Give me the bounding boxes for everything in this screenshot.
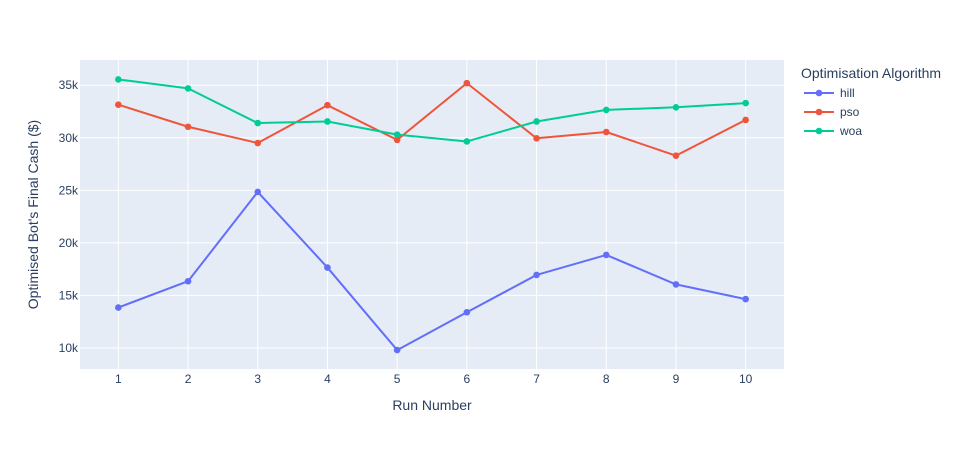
- legend-title: Optimisation Algorithm: [801, 65, 941, 81]
- data-point-pso[interactable]: [672, 152, 680, 159]
- data-point-pso[interactable]: [115, 101, 122, 108]
- series-line-woa: [118, 78, 746, 143]
- x-tick-labels: 1 2 3 4 5 6 7 8 9 10: [115, 372, 753, 386]
- data-point-woa[interactable]: [602, 106, 610, 114]
- x-tick-label: 9: [673, 372, 680, 386]
- data-point-woa[interactable]: [184, 85, 192, 92]
- data-point-hill[interactable]: [463, 308, 471, 316]
- data-point-woa[interactable]: [463, 138, 471, 145]
- x-tick-label: 10: [739, 372, 753, 386]
- data-point-hill[interactable]: [393, 346, 401, 354]
- data-point-pso[interactable]: [393, 136, 401, 144]
- series-pso: [115, 79, 749, 159]
- data-point-pso[interactable]: [742, 116, 749, 124]
- y-tick-label: 20k: [59, 236, 79, 250]
- legend-item-woa[interactable]: woa: [804, 124, 862, 138]
- data-point-pso[interactable]: [254, 139, 262, 147]
- series-hill: [115, 188, 749, 354]
- data-point-pso[interactable]: [184, 123, 192, 131]
- data-point-hill[interactable]: [184, 277, 192, 285]
- y-tick-labels: 10k 15k 20k 25k 30k 35k: [59, 78, 79, 355]
- legend-marker-swatch: [815, 89, 823, 97]
- legend-label: woa: [839, 124, 862, 138]
- legend-marker-swatch: [815, 108, 823, 116]
- data-point-pso[interactable]: [602, 128, 610, 136]
- y-tick-label: 10k: [59, 341, 79, 355]
- y-tick-label: 35k: [59, 78, 79, 92]
- series-line-hill: [117, 190, 746, 352]
- x-tick-label: 5: [394, 372, 401, 386]
- series-layer: [115, 76, 749, 354]
- legend-item-hill[interactable]: hill: [804, 86, 855, 100]
- x-tick-label: 3: [254, 372, 261, 386]
- data-point-woa[interactable]: [672, 103, 680, 111]
- y-tick-label: 25k: [59, 183, 79, 197]
- data-point-woa[interactable]: [254, 119, 262, 127]
- y-tick-label: 15k: [59, 288, 79, 302]
- x-tick-label: 4: [324, 372, 331, 386]
- y-axis-title: Optimised Bot's Final Cash ($): [25, 120, 41, 309]
- x-axis-title: Run Number: [392, 397, 472, 413]
- data-point-hill[interactable]: [742, 295, 749, 303]
- legend[interactable]: hill pso woa: [804, 86, 862, 138]
- legend-label: pso: [840, 105, 860, 119]
- x-tick-label: 6: [464, 372, 471, 386]
- data-point-hill[interactable]: [115, 304, 122, 311]
- data-point-woa[interactable]: [115, 76, 122, 83]
- data-point-woa[interactable]: [324, 118, 331, 125]
- data-point-pso[interactable]: [324, 101, 331, 109]
- y-tick-label: 30k: [59, 131, 79, 145]
- x-tick-label: 7: [533, 372, 540, 386]
- data-point-pso[interactable]: [533, 135, 540, 142]
- series-woa: [115, 76, 749, 145]
- x-tick-label: 8: [603, 372, 610, 386]
- legend-item-pso[interactable]: pso: [804, 105, 860, 119]
- legend-label: hill: [840, 86, 855, 100]
- data-point-hill[interactable]: [324, 264, 331, 271]
- data-point-woa[interactable]: [533, 118, 540, 125]
- data-point-woa[interactable]: [393, 131, 401, 138]
- x-tick-label: 1: [115, 372, 122, 386]
- series-line-pso: [118, 82, 747, 157]
- legend-marker-swatch: [815, 127, 823, 135]
- data-point-pso[interactable]: [463, 79, 471, 87]
- data-point-hill[interactable]: [533, 271, 540, 279]
- data-point-woa[interactable]: [742, 99, 749, 107]
- data-point-hill[interactable]: [254, 188, 262, 196]
- data-point-hill[interactable]: [672, 281, 680, 288]
- x-tick-label: 2: [185, 372, 192, 386]
- data-point-hill[interactable]: [602, 251, 610, 259]
